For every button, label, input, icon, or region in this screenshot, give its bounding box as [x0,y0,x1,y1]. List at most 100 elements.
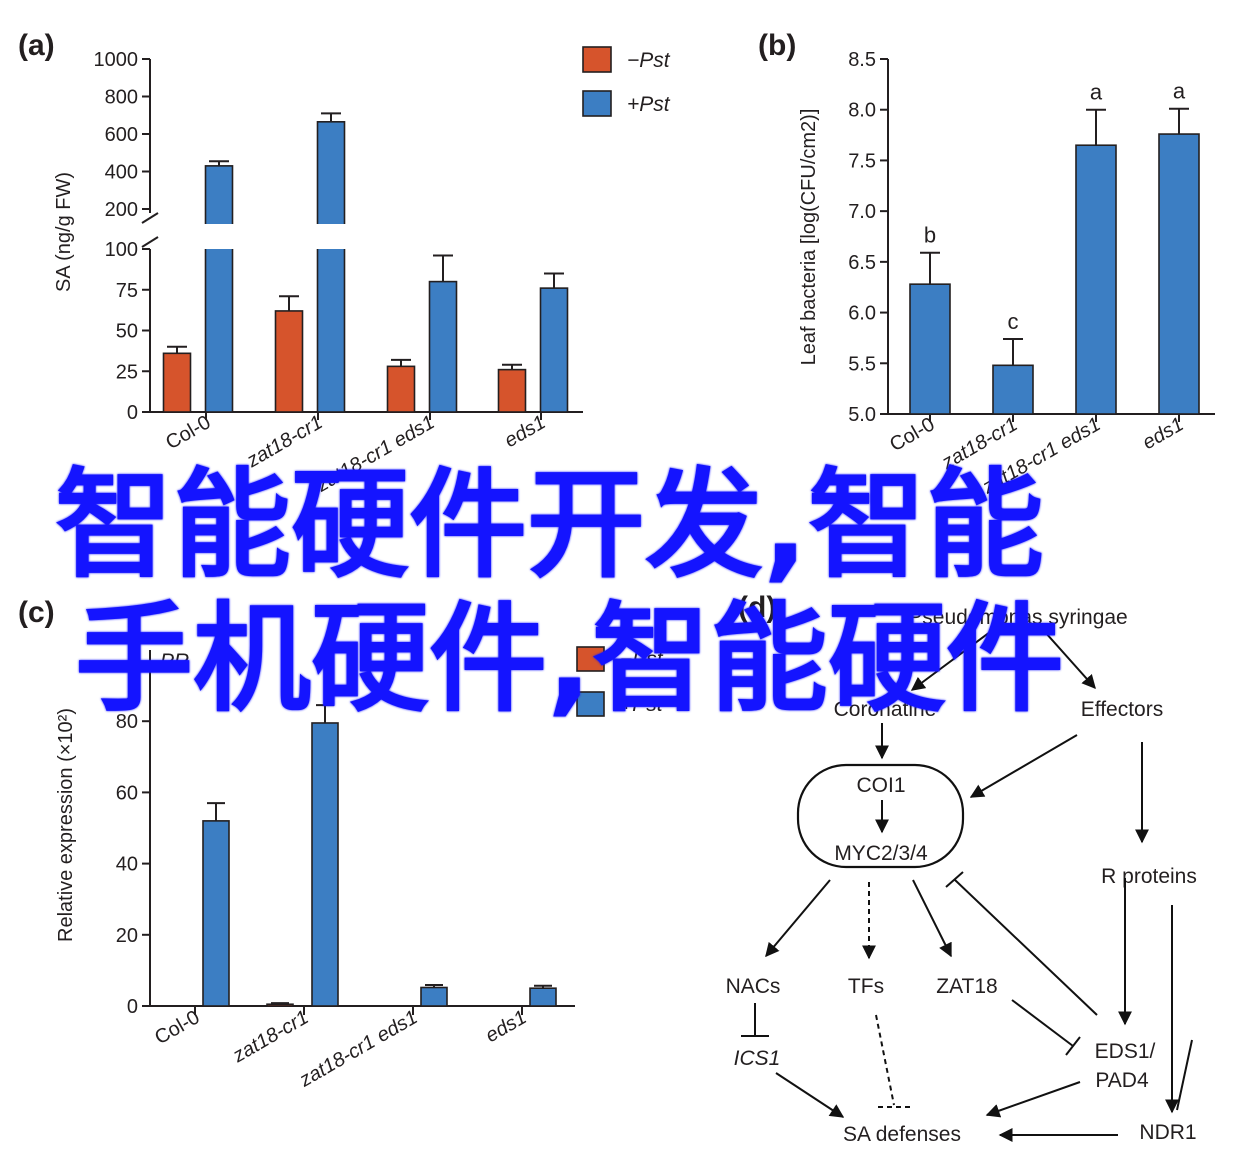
bar-plus-1 [311,722,339,1007]
node-myc: MYC2/3/4 [834,842,928,865]
panel-c-bars [202,704,557,1007]
bar-minus-2 [386,365,416,413]
xtick-label-1: zat18-cr1 [228,1006,312,1067]
node-box-coi1-myc [796,763,965,869]
bar-gap-0 [203,224,235,249]
legend-swatch-plus [576,691,605,717]
arrow-pst-effectors [1044,631,1096,690]
panel-a-bars [162,112,569,413]
xtick-label-2: zat18-cr1 eds1 [295,1006,421,1092]
significance-letter-0: b [924,223,936,248]
node-tfs: TFs [848,975,884,998]
node-effectors: Effectors [1081,698,1163,721]
panel-c-legend: −Pst +Pst [576,646,664,717]
node-ics1: ICS1 [734,1047,781,1070]
arrow-myc-zat18 [912,879,952,958]
inhibit-zat18-eds1-bar [1065,1036,1081,1056]
ytick-label: 8.5 [848,49,876,71]
arrow-myc-nacs [765,879,831,958]
bar-minus-3 [497,368,527,413]
bar-plus-1 [316,121,346,413]
node-rproteins: R proteins [1101,865,1197,888]
legend-swatch-minus [582,46,612,73]
node-ndr1: NDR1 [1139,1121,1196,1144]
panel-c-axes: 0 20 40 60 80 [116,650,575,1018]
panel-b-axes: 5.0 5.5 6.0 6.5 7.0 7.5 8.0 8.5 [848,49,1215,426]
xtick-label-3: eds1 [482,1006,531,1047]
ytick-label: 0 [127,996,138,1018]
bar-minus-1 [266,1003,294,1007]
ytick-label: 100 [105,239,138,261]
node-zat18: ZAT18 [936,975,997,998]
significance-letter-3: a [1173,79,1186,104]
inhibit-eds1-myc-bar [945,871,964,888]
ytick-label: 200 [105,199,138,221]
panel-c-ylabel: Relative expression (×10²) [55,708,77,942]
panel-a-legend: −Pst +Pst [582,46,671,117]
inhibit-zat18-eds1 [1011,999,1074,1047]
node-pad4: PAD4 [1095,1069,1149,1092]
bar-plus-0 [202,820,230,1007]
node-coronatine: Coronatine [834,698,937,721]
bar-minus-0 [162,352,192,413]
bar-0 [909,283,951,415]
bar-3 [1158,133,1200,415]
legend-swatch-plus [582,90,612,117]
ytick-label: 6.5 [848,252,876,274]
arrow-ics1-sa [775,1072,845,1118]
xtick-label-3: eds1 [1139,413,1188,454]
panel-b-ylabel: Leaf bacteria [log(CFU/cm2)] [798,109,820,366]
node-coi1: COI1 [856,774,905,797]
panel-b-label: (b) [758,29,796,62]
ytick-label: 25 [116,361,138,383]
xtick-label-2: zat18-cr1 eds1 [312,411,438,497]
xtick-label-3: eds1 [501,411,550,452]
legend-label-plus: +Pst [620,693,664,716]
ytick-label: 40 [116,854,138,876]
panel-a: (a) SA (ng/g FW) 0 25 50 75 100 200 400 600 800 1… [18,29,671,497]
ytick-label: 60 [116,782,138,804]
panel-a-ylabel: SA (ng/g FW) [53,172,75,292]
inhibit-eds1-myc [954,879,1098,1016]
ytick-label: 1000 [94,49,139,71]
panel-c-title: PR [160,650,189,673]
ytick-label: 600 [105,124,138,146]
ytick-label: 7.5 [848,150,876,172]
bar-plus-2 [420,986,448,1007]
bar-plus-3 [529,987,557,1007]
ytick-label: 5.0 [848,404,876,426]
node-nacs: NACs [726,975,781,998]
significance-letter-1: c [1008,309,1019,334]
ytick-label: 75 [116,280,138,302]
node-eds1: EDS1/ [1095,1040,1156,1063]
ytick-label: 5.5 [848,353,876,375]
legend-label-minus: −Pst [620,648,664,671]
panel-d-label: (d) [738,591,776,624]
ytick-label: 0 [127,402,138,424]
axis-break-mark-top [141,212,159,224]
significance-letter-2: a [1090,80,1103,105]
ytick-label: 80 [116,711,138,733]
ytick-label: 800 [105,87,138,109]
panel-d: (d) Pseudomonas syringae Coronatine Effe… [726,591,1197,1146]
axis-break-mark-bottom [141,236,159,248]
ytick-label: 7.0 [848,201,876,223]
node-sa-defenses: SA defenses [843,1123,961,1146]
ytick-label: 6.0 [848,303,876,325]
bar-plus-2 [428,280,458,413]
panel-a-axes: 0 25 50 75 100 200 400 600 800 1000 [94,49,583,424]
inhibit-tfs-sa [875,1014,895,1106]
link-eds1-ndr1 [1176,1039,1193,1111]
ytick-label: 8.0 [848,100,876,122]
arrow-pst-coronatine [910,631,991,691]
panel-b-bars: b c a a [909,79,1200,415]
bar-1 [992,364,1034,415]
node-pst: Pseudomonas syringae [908,606,1127,629]
arrow-effectors-coi1 [969,734,1078,798]
ytick-label: 50 [116,321,138,343]
ytick-label: 20 [116,925,138,947]
